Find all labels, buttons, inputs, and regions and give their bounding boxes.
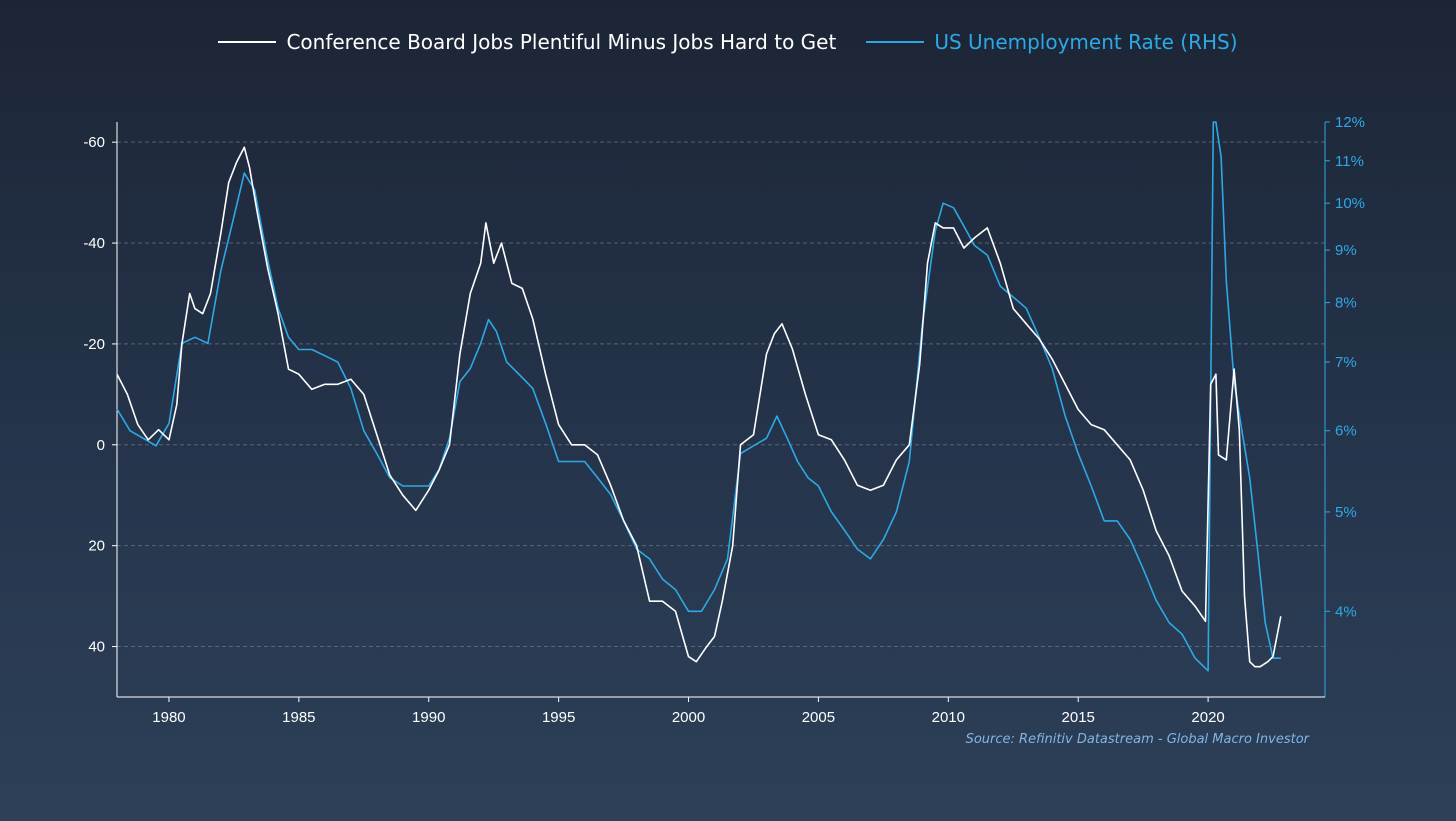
y-right-tick-label: 6% [1335,423,1357,440]
y-right-tick-label: 10% [1335,195,1365,212]
y-right-tick-label: 7% [1335,354,1357,371]
x-tick-label: 2005 [802,709,835,726]
series-line-unemployment-rate[interactable] [116,121,1281,672]
legend-item-series-2[interactable]: US Unemployment Rate (RHS) [866,30,1238,54]
x-tick-label: 1980 [152,709,185,726]
x-tick-label: 2010 [932,709,965,726]
y-right-tick-label: 9% [1335,242,1357,259]
y-left-tick-label: 0 [97,437,105,454]
x-tick-label: 2000 [672,709,705,726]
x-tick-label: 1995 [542,709,575,726]
y-left-tick-label: 20 [88,538,105,555]
y-left-tick-label: 40 [88,639,105,656]
y-left-tick-label: -40 [83,235,105,252]
series-line-jobs-plentiful-minus-hard[interactable] [116,146,1282,668]
y-left-tick-label: -60 [83,134,105,151]
y-right-tick-label: 4% [1335,603,1357,620]
legend-item-series-1[interactable]: Conference Board Jobs Plentiful Minus Jo… [218,30,836,54]
chart-legend: Conference Board Jobs Plentiful Minus Jo… [0,30,1456,54]
y-right-tick-label: 12% [1335,114,1365,131]
y-left-tick-label: -20 [83,336,105,353]
legend-label-series-2: US Unemployment Rate (RHS) [934,30,1238,54]
legend-swatch-blue-line [866,41,925,43]
x-tick-label: 1985 [282,709,315,726]
legend-label-series-1: Conference Board Jobs Plentiful Minus Jo… [286,30,837,54]
x-tick-label: 2020 [1191,709,1224,726]
x-tick-label: 1990 [412,709,445,726]
y-right-tick-label: 8% [1335,295,1357,312]
x-tick-label: 2015 [1062,709,1095,726]
y-right-tick-label: 5% [1335,504,1357,521]
y-right-tick-label: 11% [1335,153,1364,170]
legend-swatch-white-line [218,41,277,43]
source-note: Source: Refinitiv Datastream - Global Ma… [965,732,1309,747]
